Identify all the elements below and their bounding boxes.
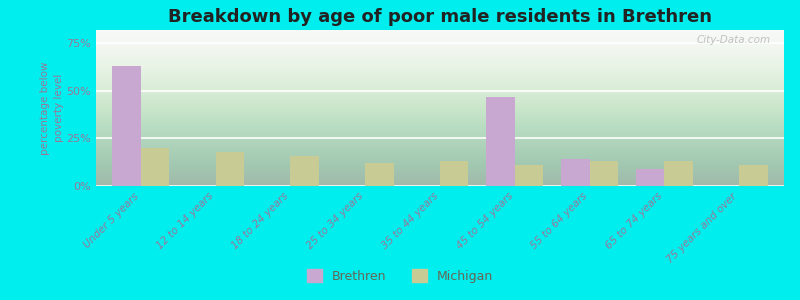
Bar <box>561 159 590 186</box>
Bar <box>290 156 319 186</box>
Bar <box>216 152 244 186</box>
Text: City-Data.com: City-Data.com <box>696 35 770 45</box>
Bar <box>141 148 170 186</box>
Bar <box>366 163 394 186</box>
Legend: Brethren, Michigan: Brethren, Michigan <box>302 264 498 288</box>
Bar <box>739 165 767 186</box>
Bar <box>440 161 469 186</box>
Bar <box>664 161 693 186</box>
Bar <box>113 66 141 186</box>
Y-axis label: percentage below
poverty level: percentage below poverty level <box>40 61 64 155</box>
Bar <box>486 97 514 186</box>
Bar <box>590 161 618 186</box>
Bar <box>514 165 543 186</box>
Title: Breakdown by age of poor male residents in Brethren: Breakdown by age of poor male residents … <box>168 8 712 26</box>
Bar <box>636 169 664 186</box>
